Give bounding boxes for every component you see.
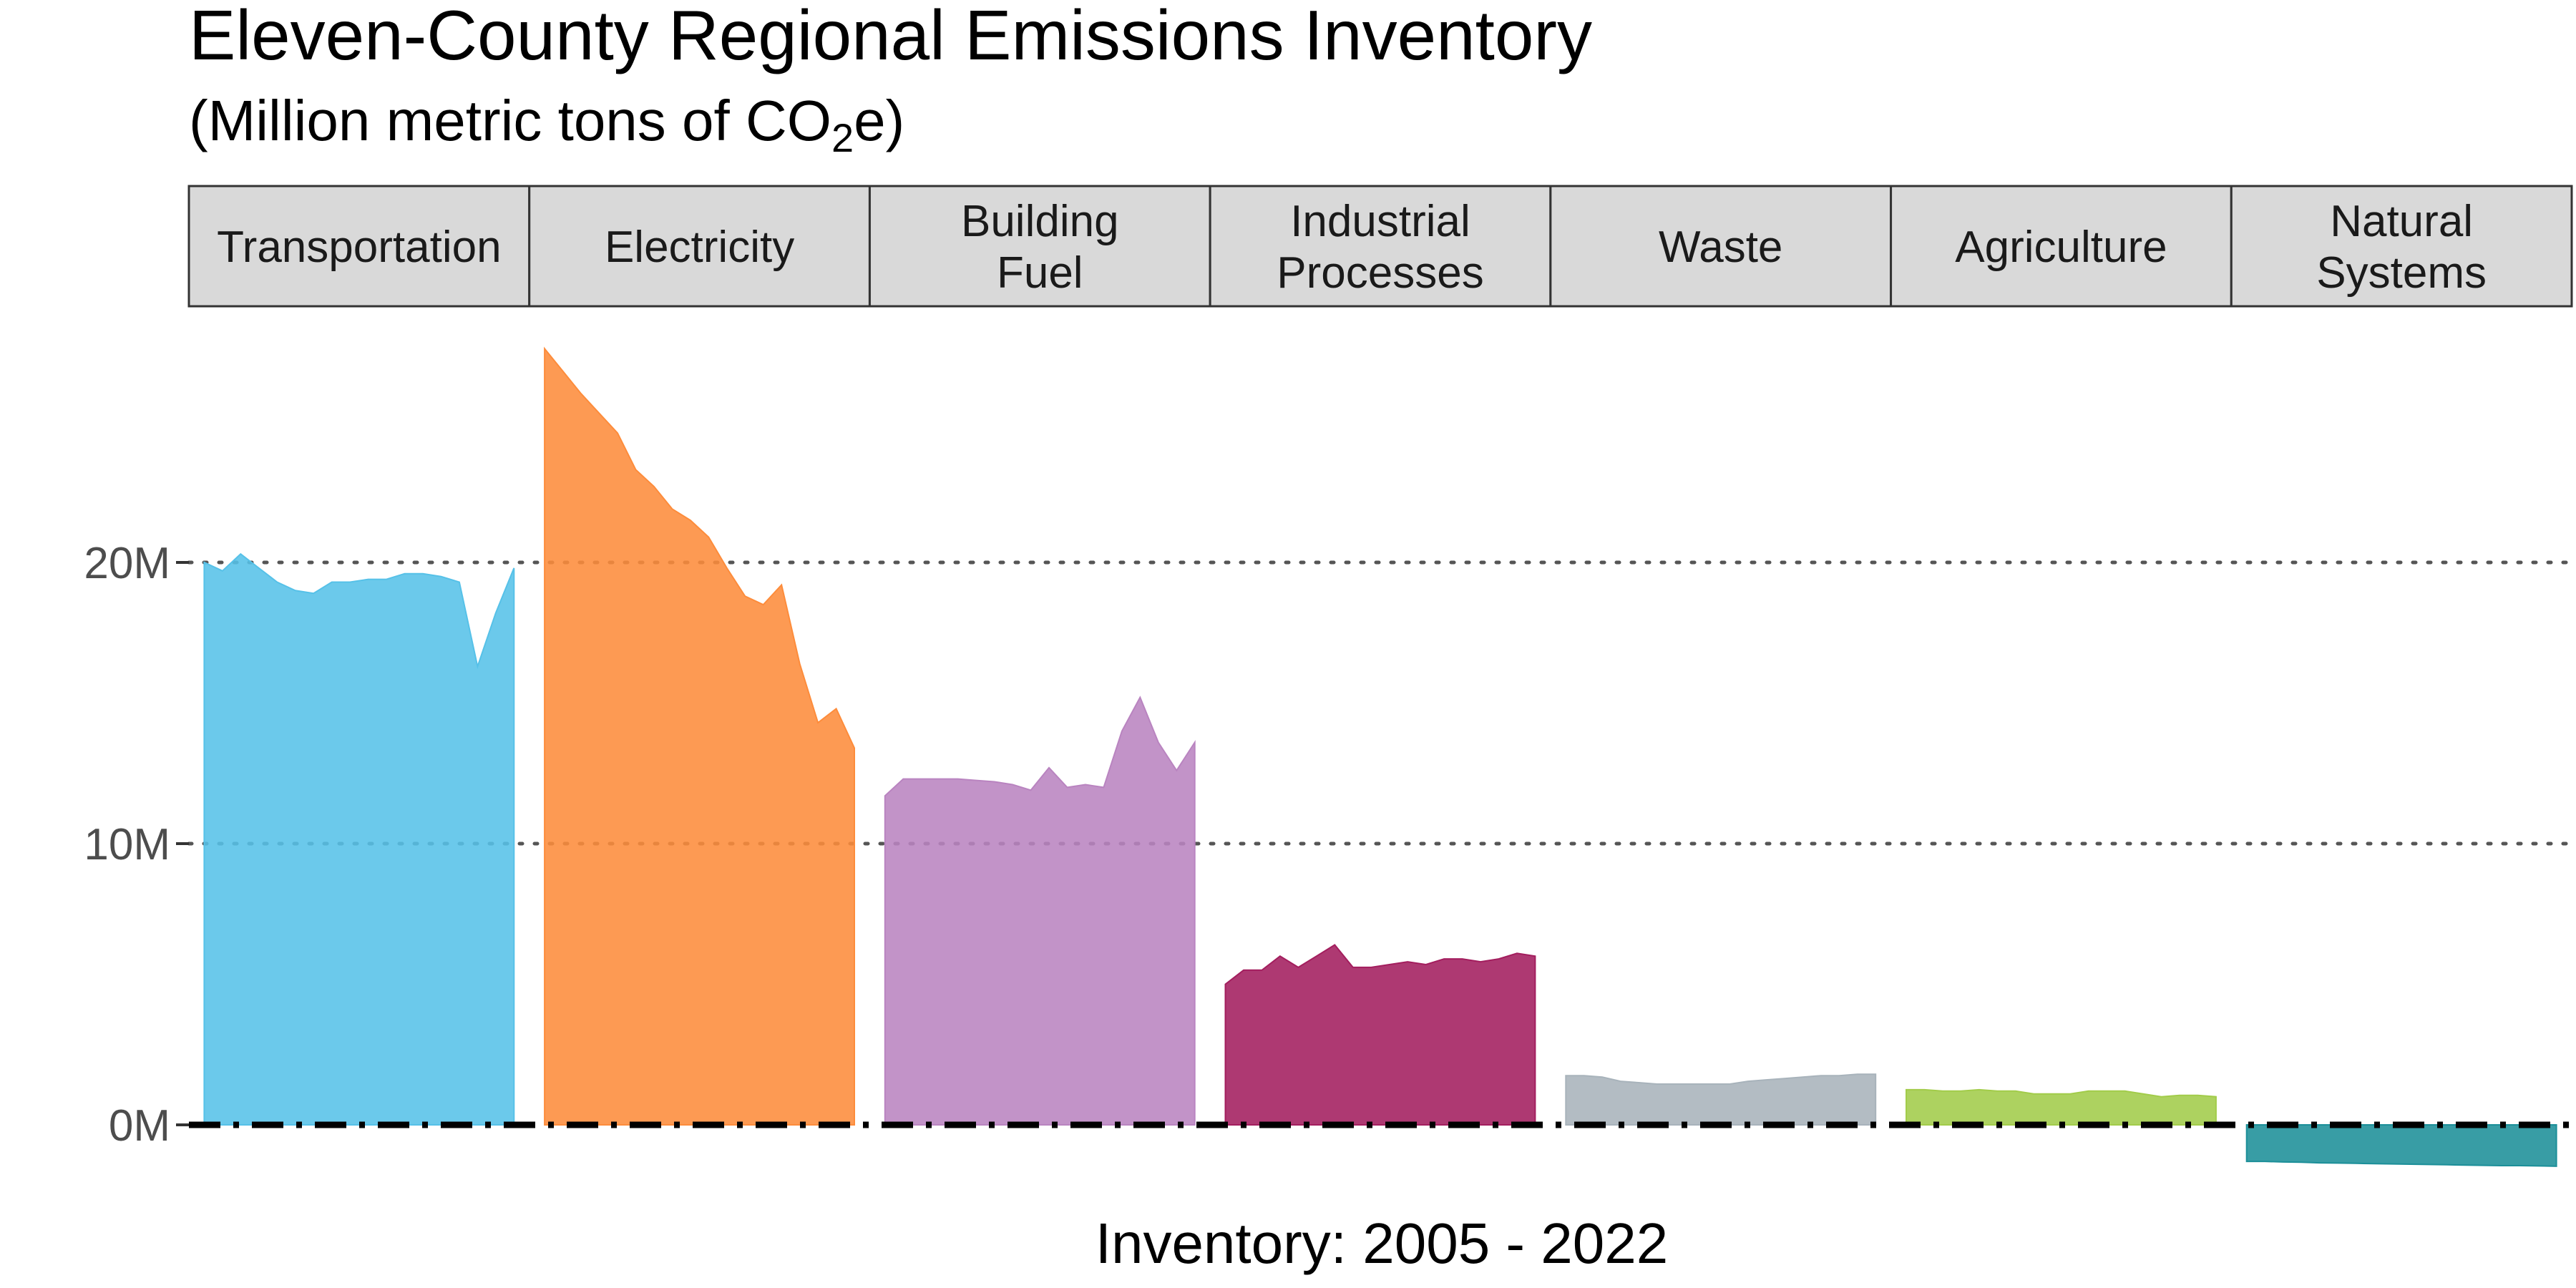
area-series-path [203, 552, 515, 1126]
subtitle-suffix: e) [854, 89, 904, 152]
area-series-path [884, 696, 1196, 1126]
y-axis: 0M 10M 20M [84, 539, 189, 1151]
facet-strip [1890, 185, 2233, 308]
area-series [203, 346, 2557, 1167]
facet-strip-label: Building [961, 197, 1119, 246]
area-series-path [544, 346, 855, 1126]
area-series-path [1565, 1073, 1877, 1126]
y-tick-label: 0M [109, 1101, 170, 1151]
chart-title: Eleven-County Regional Emissions Invento… [189, 0, 1592, 74]
facet-strip-label: Transportation [217, 223, 501, 272]
facet-strip-label: Processes [1277, 248, 1483, 298]
facet-strip [1209, 185, 1552, 308]
facet-strip-label: Natural [2330, 197, 2473, 246]
facet-strip-label: Systems [2316, 248, 2487, 298]
facet-strip-label: Waste [1659, 223, 1782, 272]
area-series-path [1224, 944, 1536, 1126]
area-series-path [1906, 1088, 2217, 1126]
grid-lines [187, 560, 2574, 846]
facet-strip-label: Fuel [997, 248, 1083, 298]
chart-subtitle: (Million metric tons of CO2e) [189, 89, 904, 160]
area-series-path [2245, 1124, 2557, 1167]
facet-strip [528, 185, 871, 308]
x-axis-title: Inventory: 2005 - 2022 [1096, 1211, 1669, 1275]
facet-strip-label: Industrial [1290, 197, 1470, 246]
facet-strip [2230, 185, 2573, 308]
facet-strip [1549, 185, 1893, 308]
facet-strip-label: Agriculture [1955, 223, 2167, 272]
y-tick-label: 10M [84, 820, 170, 869]
facet-strip-label: Electricity [605, 223, 794, 272]
subtitle-subscript: 2 [831, 115, 854, 160]
facet-strip [187, 185, 531, 308]
facet-strip [868, 185, 1211, 308]
subtitle-prefix: (Million metric tons of CO [189, 89, 831, 152]
y-tick-label: 20M [84, 539, 170, 588]
